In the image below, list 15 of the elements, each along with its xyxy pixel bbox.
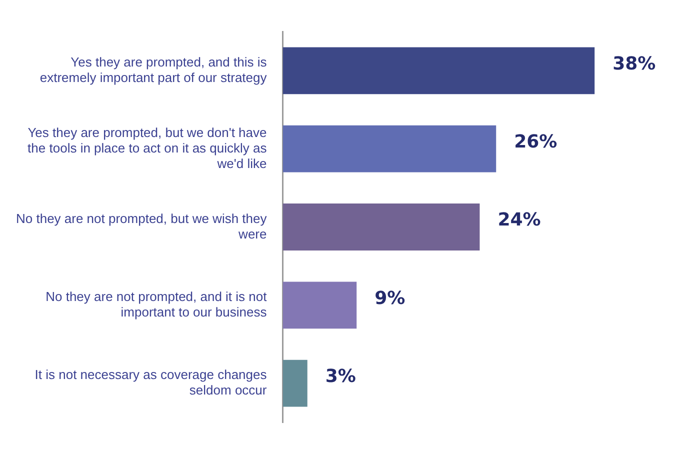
y-tick-label: It is not necessary as coverage changes seldom occur xyxy=(34,367,268,398)
data-label: 26% xyxy=(514,132,558,153)
data-label: 24% xyxy=(498,210,541,231)
y-tick-label: No they are not prompted, but we wish they were xyxy=(16,210,268,242)
data-label: 3% xyxy=(325,366,356,387)
y-tick-label: Yes they are prompted, but we don't have the tools in place to act on it as quickly as we'd like xyxy=(28,124,268,172)
y-tick-label: Yes they are prompted, and this is extremely important part of our strategy xyxy=(40,54,268,86)
bar xyxy=(282,125,496,172)
y-tick-label: No they are not prompted, and it is not important to our business xyxy=(46,288,268,320)
bar xyxy=(282,47,595,94)
data-label: 38% xyxy=(612,53,656,74)
bar xyxy=(282,360,308,407)
bar xyxy=(282,282,357,329)
data-label: 9% xyxy=(374,288,406,309)
bar xyxy=(282,204,480,250)
